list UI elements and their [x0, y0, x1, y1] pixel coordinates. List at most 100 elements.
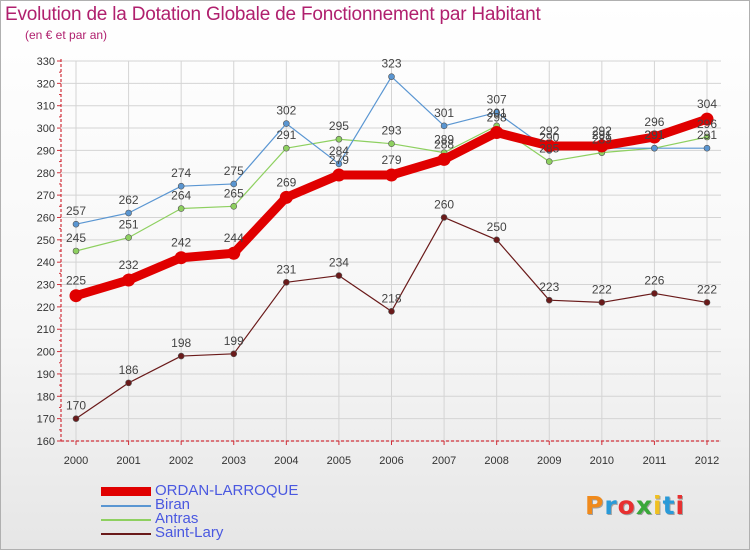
data-label: 307 — [487, 92, 507, 106]
data-point — [651, 290, 658, 297]
data-point — [122, 273, 136, 287]
data-point — [598, 299, 606, 306]
data-label: 295 — [329, 119, 349, 133]
legend-item-ordan-larroque: ORDAN-LARROQUE — [101, 482, 361, 499]
proxiti-logo: Proxiti — [585, 491, 685, 520]
y-tick-label: 310 — [37, 101, 55, 113]
y-tick-label: 280 — [37, 168, 55, 180]
logo-letter: P — [585, 491, 605, 520]
x-tick-label: 2002 — [169, 455, 193, 467]
y-tick-label: 240 — [37, 257, 55, 269]
data-point — [283, 278, 290, 286]
legend-label: Saint-Lary — [155, 524, 224, 541]
x-tick-label: 2009 — [537, 455, 561, 467]
legend-swatch — [101, 505, 151, 507]
data-label: 242 — [171, 236, 191, 250]
data-point — [125, 379, 132, 387]
data-point — [388, 73, 395, 80]
y-tick-label: 180 — [37, 391, 55, 403]
legend-item-saint-lary: Saint-Lary — [101, 524, 361, 541]
data-point — [493, 236, 500, 244]
data-label: 301 — [487, 106, 507, 120]
data-label: 291 — [276, 128, 296, 142]
data-point — [177, 352, 185, 360]
data-label: 262 — [119, 193, 139, 207]
data-point — [437, 152, 451, 166]
data-label: 260 — [434, 197, 454, 211]
logo-letter: o — [617, 491, 636, 520]
x-tick-label: 2007 — [432, 455, 456, 467]
data-point — [283, 144, 290, 152]
data-point — [125, 234, 132, 241]
data-label: 225 — [66, 274, 86, 288]
data-label: 245 — [66, 231, 86, 245]
data-label: 222 — [697, 282, 717, 296]
data-label: 186 — [119, 363, 139, 377]
y-tick-label: 210 — [37, 324, 55, 336]
x-tick-label: 2010 — [590, 455, 614, 467]
y-tick-label: 330 — [37, 56, 55, 68]
data-label: 244 — [224, 231, 244, 245]
data-label: 232 — [119, 258, 139, 272]
data-point — [703, 299, 711, 306]
data-label: 291 — [644, 128, 664, 142]
data-point — [335, 272, 343, 279]
x-tick-label: 2011 — [643, 455, 667, 467]
y-tick-label: 200 — [37, 347, 55, 359]
y-tick-label: 250 — [37, 235, 55, 247]
x-tick-label: 2001 — [116, 455, 140, 467]
legend-swatch — [101, 533, 151, 535]
data-point — [545, 296, 553, 304]
data-labels-layer: 225 232 242 244 269 279 279 288 298 292 292 296 304 2… — [66, 57, 717, 413]
legend-label: Biran — [155, 496, 191, 513]
data-point — [177, 205, 185, 212]
data-label: 250 — [487, 220, 507, 234]
data-label: 301 — [434, 106, 454, 120]
grid-lines — [61, 60, 721, 442]
data-label: 289 — [434, 133, 454, 147]
logo-letter: t — [662, 491, 676, 520]
data-label: 170 — [66, 399, 86, 413]
data-point — [177, 182, 185, 190]
data-label: 234 — [329, 256, 349, 270]
data-label: 226 — [644, 273, 664, 287]
data-point — [385, 168, 398, 182]
data-label: 302 — [276, 104, 296, 118]
data-point — [651, 144, 658, 152]
data-label: 269 — [276, 175, 296, 189]
y-tick-label: 160 — [37, 436, 55, 448]
legend-swatch — [101, 519, 151, 521]
y-tick-label: 260 — [37, 212, 55, 224]
data-point — [388, 308, 395, 315]
data-label: 265 — [224, 186, 244, 200]
data-point — [230, 350, 238, 358]
x-tick-label: 2012 — [695, 455, 719, 467]
data-point — [125, 209, 132, 217]
axes: 160 170 180 190 200 210 220 230 240 250 260 270 280 2… — [37, 56, 721, 467]
y-tick-label: 190 — [37, 369, 55, 381]
data-point — [490, 126, 504, 140]
data-label: 291 — [644, 128, 664, 142]
series-saint-lary — [72, 214, 711, 422]
data-label: 275 — [224, 164, 244, 178]
data-point — [542, 139, 556, 153]
data-label: 285 — [539, 142, 559, 156]
data-label: 296 — [644, 115, 664, 129]
data-point — [69, 289, 83, 303]
data-label: 198 — [171, 336, 191, 350]
data-label: 323 — [381, 57, 401, 71]
data-label: 264 — [171, 189, 191, 203]
data-point — [703, 144, 711, 152]
data-label: 223 — [539, 280, 559, 294]
data-point — [545, 158, 553, 165]
data-point — [230, 202, 238, 210]
data-point — [493, 109, 500, 116]
data-point — [647, 130, 661, 144]
data-point — [279, 190, 293, 204]
legend-item-antras: Antras — [101, 511, 361, 527]
legend-label: ORDAN-LARROQUE — [155, 482, 299, 499]
data-label: 279 — [329, 153, 349, 167]
data-label: 231 — [276, 262, 296, 276]
data-label: 298 — [487, 111, 507, 125]
x-tick-label: 2005 — [327, 455, 351, 467]
